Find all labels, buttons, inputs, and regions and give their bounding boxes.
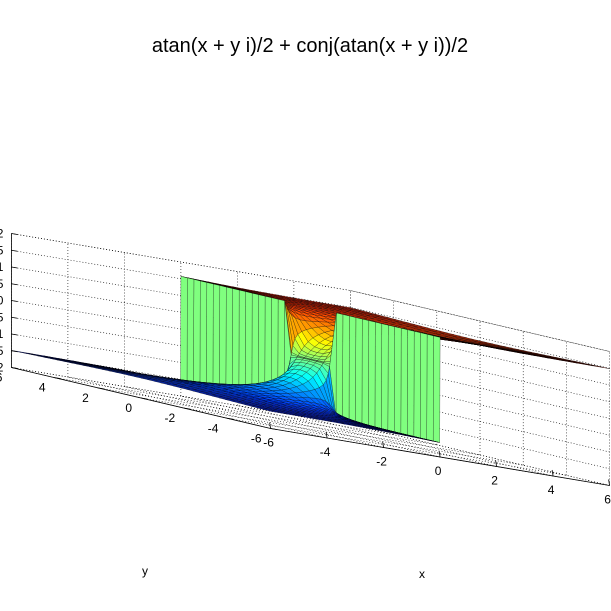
surface-patch	[199, 280, 207, 388]
z-tick-mark	[11, 249, 18, 252]
surface-patch	[335, 312, 344, 420]
surface-patch	[413, 331, 421, 439]
z-tick-mark	[11, 300, 18, 302]
surface-patch	[394, 326, 402, 434]
surface-patch	[193, 279, 201, 387]
surface-patch	[433, 335, 441, 443]
surface-patch	[342, 314, 350, 422]
x-tick-label: -4	[320, 445, 331, 459]
surface-patch	[186, 277, 195, 385]
x-tick-label: 6	[604, 492, 611, 506]
surface-mesh	[11, 276, 610, 443]
surface-patch	[225, 286, 233, 394]
z-tick-label: .5	[0, 277, 4, 291]
surface-patch	[355, 317, 363, 425]
z-tick-label: 1.5	[0, 243, 4, 257]
axis-ticks: -2 1.5 -1 .5 0 .5 1 1.5 2 6 4 2 0 -2 -4 -6-6 -4 -2 0 2 4 6 y x	[0, 227, 611, 581]
surface-patch	[381, 323, 389, 431]
z-tick-label: -1	[0, 327, 4, 341]
y-tick-label: 0	[125, 401, 132, 415]
x-tick-label: 2	[491, 473, 498, 487]
y-axis-label: y	[142, 564, 148, 578]
surface-patch	[232, 288, 240, 396]
z-tick-label: -2	[0, 361, 4, 375]
surface-patch	[212, 283, 220, 391]
surface-patch	[374, 321, 382, 430]
surface-patch	[206, 282, 214, 390]
x-tick-mark	[495, 460, 497, 467]
x-tick-mark	[608, 479, 610, 486]
z-tick-label: .5	[0, 310, 4, 324]
x-tick-label: 0	[435, 464, 442, 478]
x-tick-mark	[325, 431, 328, 439]
y-tick-label: 2	[82, 391, 89, 405]
x-axis-label: x	[419, 567, 425, 581]
y-tick-mark	[54, 377, 61, 380]
surface-patch	[387, 324, 395, 433]
y-tick-label: -4	[208, 421, 219, 435]
surface-patch	[361, 318, 369, 426]
z-tick-mark	[11, 350, 18, 353]
surface-patch	[180, 276, 188, 384]
surface-patch	[368, 320, 376, 428]
surface-patch	[245, 291, 253, 399]
z-tick-label: 0	[0, 294, 4, 308]
y-tick-mark	[97, 387, 104, 390]
x-tick-label: -6	[263, 435, 274, 449]
chart-title: atan(x + y i)/2 + conj(atan(x + y i))/2	[152, 35, 468, 57]
x-tick-mark	[438, 450, 441, 458]
z-tick-mark	[11, 316, 18, 319]
x-tick-mark	[269, 422, 271, 429]
surface-patch	[238, 289, 246, 397]
x-tick-label: -2	[376, 454, 387, 468]
x-tick-mark	[551, 469, 554, 477]
z-tick-mark	[11, 233, 18, 235]
y-tick-mark	[184, 407, 191, 410]
surface-patch	[407, 329, 415, 437]
y-tick-label: -2	[165, 411, 176, 425]
y-tick-label: 6	[0, 371, 3, 385]
z-tick-mark	[11, 333, 18, 336]
z-tick-label: 1	[0, 260, 4, 274]
z-tick-mark	[11, 283, 18, 286]
surface-patch	[348, 315, 357, 423]
y-tick-mark	[270, 428, 277, 430]
y-tick-mark	[140, 397, 148, 400]
x-tick-label: 4	[548, 483, 555, 497]
y-tick-label: -6	[251, 431, 262, 445]
z-tick-label: 2	[0, 227, 4, 241]
x-tick-mark	[382, 441, 384, 448]
surface-patch	[426, 334, 434, 442]
y-tick-mark	[227, 417, 234, 420]
z-tick-mark	[11, 266, 18, 269]
z-tick-label: 1.5	[0, 344, 4, 358]
surface-patch	[420, 332, 428, 440]
surface-patch	[400, 327, 408, 436]
y-tick-label: 4	[39, 381, 46, 395]
y-tick-mark	[11, 367, 18, 369]
surface-patch	[219, 285, 227, 393]
